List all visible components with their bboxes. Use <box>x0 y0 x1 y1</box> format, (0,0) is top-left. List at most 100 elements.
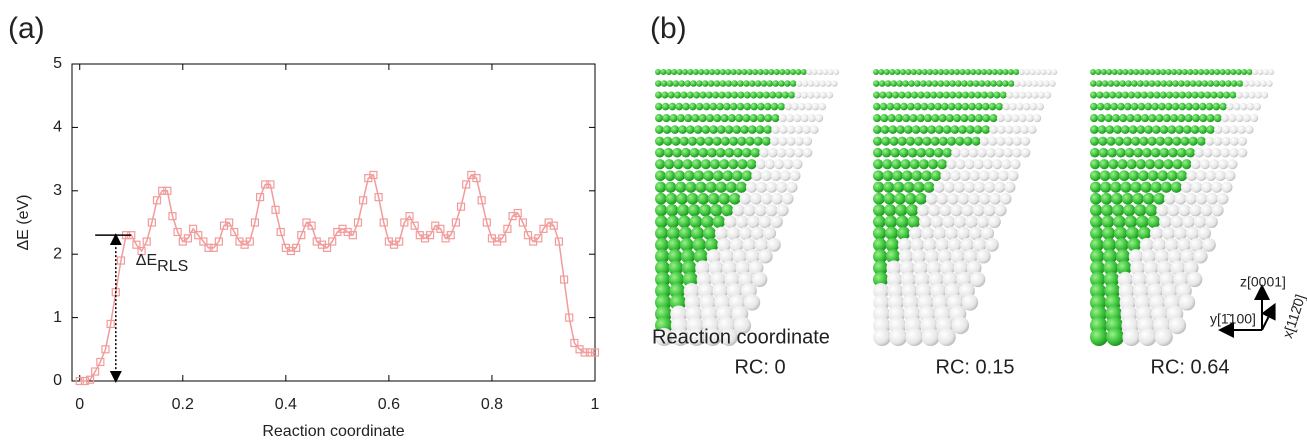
atom <box>770 215 783 229</box>
atom <box>736 69 742 75</box>
atom <box>788 91 796 99</box>
atom <box>1106 136 1116 146</box>
atom <box>873 260 888 276</box>
atom <box>765 204 778 217</box>
atom <box>669 114 678 123</box>
atom <box>719 328 738 346</box>
data-point <box>80 376 89 386</box>
atom <box>1090 271 1106 288</box>
atom <box>1111 114 1120 123</box>
atom <box>974 91 982 99</box>
atom <box>1114 136 1124 146</box>
atom <box>702 226 717 240</box>
atom <box>927 159 939 170</box>
atom <box>882 170 894 182</box>
panel-label: (a) <box>8 12 45 45</box>
atom <box>954 102 963 111</box>
atom <box>1189 80 1197 87</box>
atom <box>678 80 685 87</box>
atom <box>996 136 1006 146</box>
atom <box>676 114 685 123</box>
atom <box>691 114 700 123</box>
atom <box>1090 91 1098 99</box>
atom <box>1221 125 1231 134</box>
atom <box>671 136 681 146</box>
atom <box>873 170 884 182</box>
atom <box>991 69 998 75</box>
atom <box>989 114 998 123</box>
atom <box>1121 91 1129 99</box>
atom <box>806 69 813 75</box>
atom <box>1192 69 1199 75</box>
y-tick-label: 0 <box>53 372 62 389</box>
atom <box>667 249 683 264</box>
atom <box>1235 91 1243 99</box>
atom <box>905 136 915 146</box>
atom <box>1266 80 1273 87</box>
atom <box>888 125 898 134</box>
atom <box>681 260 697 276</box>
atom <box>918 159 929 170</box>
atom <box>779 69 786 75</box>
atom <box>973 125 983 134</box>
atom <box>1168 316 1187 335</box>
atom <box>655 136 665 146</box>
atom <box>1201 80 1209 87</box>
atom <box>943 69 950 75</box>
atom <box>1134 204 1147 217</box>
annotation-sub: RLS <box>157 258 188 275</box>
x-tick-label: 0.6 <box>378 396 400 413</box>
atom <box>1130 181 1142 193</box>
atom <box>925 147 935 158</box>
atom <box>1205 102 1214 111</box>
atom <box>963 136 973 146</box>
atom <box>1158 102 1166 111</box>
atom <box>1147 136 1157 146</box>
atom <box>655 114 664 123</box>
atom <box>745 181 758 193</box>
atom <box>1090 215 1103 229</box>
atom <box>1225 80 1232 87</box>
atom <box>755 125 765 134</box>
atom <box>664 170 676 182</box>
atom <box>686 192 699 205</box>
atom <box>893 181 905 193</box>
atom <box>675 181 687 193</box>
atom <box>1182 215 1195 229</box>
atom <box>1090 159 1101 170</box>
atom <box>709 159 721 170</box>
atom <box>899 260 915 276</box>
atom <box>984 237 999 252</box>
atom <box>1170 215 1184 229</box>
atom <box>919 125 929 134</box>
atom <box>757 69 764 75</box>
atom <box>1268 69 1275 75</box>
atom <box>902 80 909 87</box>
atom <box>1144 102 1153 111</box>
atom <box>885 249 901 264</box>
atom <box>1124 102 1132 111</box>
atom <box>1012 125 1022 134</box>
atom <box>679 136 689 146</box>
data-point <box>554 237 564 246</box>
atom <box>937 159 948 170</box>
atom <box>1178 102 1187 111</box>
atom <box>997 69 1004 75</box>
atom <box>980 91 988 99</box>
data-point <box>297 231 306 240</box>
atom <box>1095 69 1102 75</box>
data-point <box>147 218 156 227</box>
atom <box>704 237 719 252</box>
atom <box>937 69 944 75</box>
atom <box>1209 159 1220 170</box>
atom <box>1178 204 1191 217</box>
atom <box>998 170 1009 182</box>
atom <box>1228 114 1237 123</box>
atom <box>1198 69 1204 75</box>
atom <box>995 102 1004 111</box>
atom <box>795 80 803 87</box>
data-point <box>580 348 589 357</box>
atom <box>831 80 838 87</box>
atom <box>1204 91 1212 99</box>
atom <box>729 237 744 252</box>
